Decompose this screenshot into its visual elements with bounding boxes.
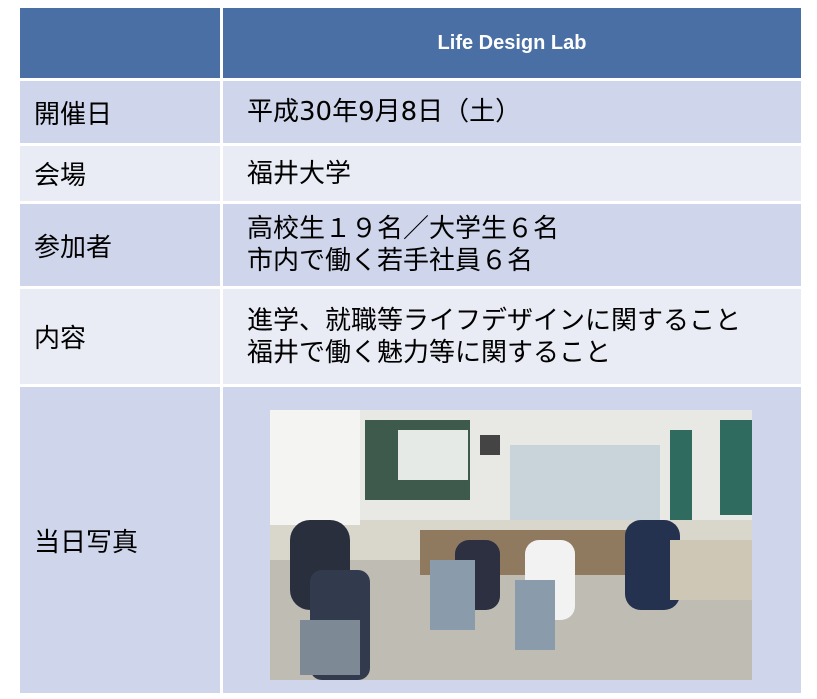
row-label: 開催日 [20, 81, 220, 143]
row-label: 内容 [20, 289, 220, 384]
header-cell [20, 8, 220, 78]
row-value: 福井大学 [223, 146, 801, 201]
row-value: 進学、就職等ライフデザインに関すること 福井で働く魅力等に関すること [223, 289, 801, 384]
line: 福井大学 [247, 158, 352, 189]
row-label: 会場 [20, 146, 220, 201]
line: 高校生１９名／大学生６名 [247, 214, 560, 244]
photo-cell [223, 387, 801, 693]
line: 進学、就職等ライフデザインに関すること [247, 305, 742, 336]
header-title: Life Design Lab [223, 8, 801, 78]
line: 平成30年9月8日（土） [247, 97, 522, 127]
table: Life Design Lab 開催日 平成30年9月8日（土） 会場 福井大学… [20, 8, 801, 693]
row-value: 高校生１９名／大学生６名 市内で働く若手社員６名 [223, 204, 801, 286]
row-label: 当日写真 [20, 387, 220, 693]
row-label: 参加者 [20, 204, 220, 286]
line: 市内で働く若手社員６名 [247, 246, 534, 276]
line: 福井で働く魅力等に関すること [247, 337, 612, 368]
photo [270, 410, 752, 680]
row-value: 平成30年9月8日（土） [223, 81, 801, 143]
